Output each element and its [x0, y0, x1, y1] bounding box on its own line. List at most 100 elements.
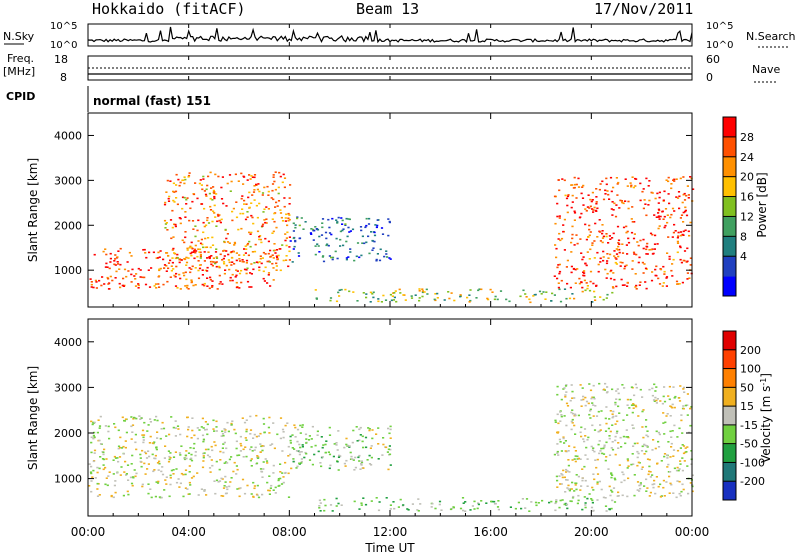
data-cell: [214, 251, 218, 253]
data-cell: [576, 242, 579, 245]
data-cell: [556, 393, 559, 396]
data-cell: [315, 298, 318, 300]
data-cell: [586, 287, 589, 290]
data-cell: [654, 447, 657, 450]
data-cell: [122, 285, 125, 287]
data-cell: [494, 295, 497, 298]
data-cell: [300, 451, 303, 453]
data-cell: [216, 220, 219, 223]
data-cell: [612, 410, 615, 413]
data-cell: [606, 272, 609, 275]
data-cell: [565, 402, 569, 405]
data-cell: [352, 429, 355, 432]
data-cell: [213, 195, 216, 198]
data-cell: [88, 485, 91, 487]
data-cell: [181, 207, 184, 210]
data-cell: [241, 417, 244, 419]
data-cell: [690, 450, 693, 452]
data-cell: [362, 497, 365, 499]
data-cell: [664, 208, 668, 210]
data-cell: [149, 488, 152, 490]
data-cell: [296, 465, 299, 468]
data-cell: [524, 507, 527, 509]
data-cell: [599, 261, 602, 263]
data-cell: [559, 499, 562, 502]
y-tick-label: 3000: [54, 174, 82, 187]
data-cell: [139, 269, 142, 271]
data-cell: [262, 468, 265, 470]
data-cell: [569, 500, 572, 502]
data-cell: [480, 288, 483, 291]
data-cell: [169, 259, 172, 262]
data-cell: [589, 198, 592, 201]
data-cell: [314, 444, 317, 447]
data-cell: [239, 212, 242, 215]
data-cell: [175, 173, 178, 176]
data-cell: [371, 249, 374, 251]
data-cell: [168, 495, 171, 498]
data-cell: [373, 240, 376, 243]
data-cell: [613, 501, 617, 503]
data-cell: [228, 261, 231, 264]
data-cell: [386, 256, 389, 258]
data-cell: [252, 437, 255, 439]
data-cell: [594, 459, 597, 461]
data-cell: [287, 496, 291, 498]
data-cell: [650, 248, 653, 251]
data-cell: [352, 459, 355, 461]
data-cell: [387, 468, 390, 471]
data-cell: [677, 469, 680, 472]
data-cell: [178, 217, 181, 219]
data-cell: [605, 177, 608, 180]
data-cell: [684, 447, 687, 449]
data-cell: [656, 463, 659, 465]
data-cell: [585, 446, 588, 449]
data-cell: [668, 492, 671, 494]
data-cell: [584, 454, 587, 456]
data-cell: [514, 507, 517, 510]
data-cell: [592, 282, 595, 285]
data-cell: [585, 264, 588, 267]
region-mid_arc: [289, 424, 392, 471]
data-cell: [207, 251, 210, 253]
data-cell: [592, 415, 595, 417]
data-cell: [532, 295, 535, 297]
data-cell: [682, 176, 685, 178]
data-cell: [201, 283, 204, 286]
data-cell: [361, 435, 364, 438]
data-cell: [177, 428, 180, 430]
data-cell: [182, 473, 185, 476]
data-cell: [598, 219, 601, 221]
data-cell: [657, 208, 660, 211]
data-cell: [187, 257, 190, 259]
data-cell: [271, 183, 275, 185]
data-cell: [304, 451, 307, 454]
data-cell: [614, 215, 618, 218]
data-cell: [234, 173, 237, 176]
data-cell: [183, 274, 186, 277]
data-cell: [473, 500, 476, 503]
data-cell: [562, 437, 565, 440]
data-cell: [586, 485, 589, 487]
data-cell: [485, 502, 488, 504]
data-cell: [190, 453, 193, 456]
data-cell: [206, 219, 209, 222]
data-cell: [256, 216, 259, 219]
data-cell: [586, 439, 589, 441]
data-cell: [339, 455, 342, 457]
data-cell: [117, 429, 120, 432]
freq-label-line2: [MHz]: [3, 65, 35, 78]
data-cell: [653, 248, 656, 250]
data-cell: [589, 270, 593, 273]
data-cell: [237, 228, 240, 231]
data-cell: [261, 493, 264, 496]
data-cell: [645, 214, 648, 217]
data-cell: [623, 284, 626, 286]
data-cell: [663, 190, 666, 193]
data-cell: [335, 444, 338, 446]
data-cell: [118, 282, 121, 285]
data-cell: [618, 398, 621, 401]
data-cell: [186, 249, 189, 251]
data-cell: [375, 497, 378, 499]
data-cell: [639, 487, 642, 490]
